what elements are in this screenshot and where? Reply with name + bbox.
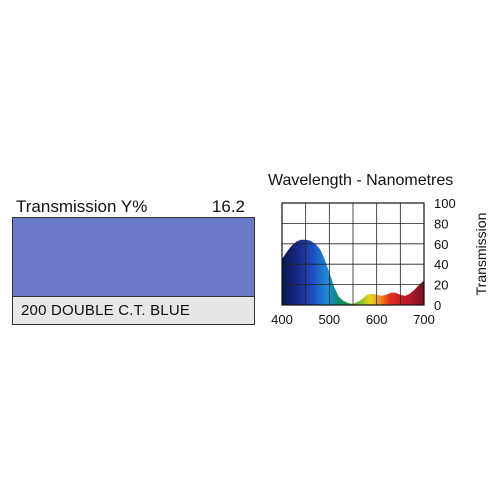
y-tick-label: 40 [434,257,448,272]
transmission-header: Transmission Y% 16.2 [12,195,255,217]
x-tick-label: 500 [318,312,340,327]
y-axis-label: Transmission [473,213,489,296]
y-tick-label: 60 [434,237,448,252]
filter-name: 200 DOUBLE C.T. BLUE [13,297,254,324]
y-tick-label: 80 [434,216,448,231]
swatch-box: 200 DOUBLE C.T. BLUE [12,217,255,325]
x-tick-label: 700 [413,312,435,327]
transmission-area [282,239,424,305]
y-tick-label: 20 [434,278,448,293]
swatch-panel: Transmission Y% 16.2 200 DOUBLE C.T. BLU… [12,195,255,325]
plot-frame [281,202,425,306]
color-swatch [13,218,254,297]
x-tick-label: 400 [271,312,293,327]
y-tick-label: 0 [434,298,441,313]
transmission-label: Transmission Y% [16,197,148,216]
y-tick-label: 100 [434,196,456,211]
transmission-value: 16.2 [211,197,245,216]
x-tick-label: 600 [366,312,388,327]
chart-title: Wavelength - Nanometres [268,172,454,189]
